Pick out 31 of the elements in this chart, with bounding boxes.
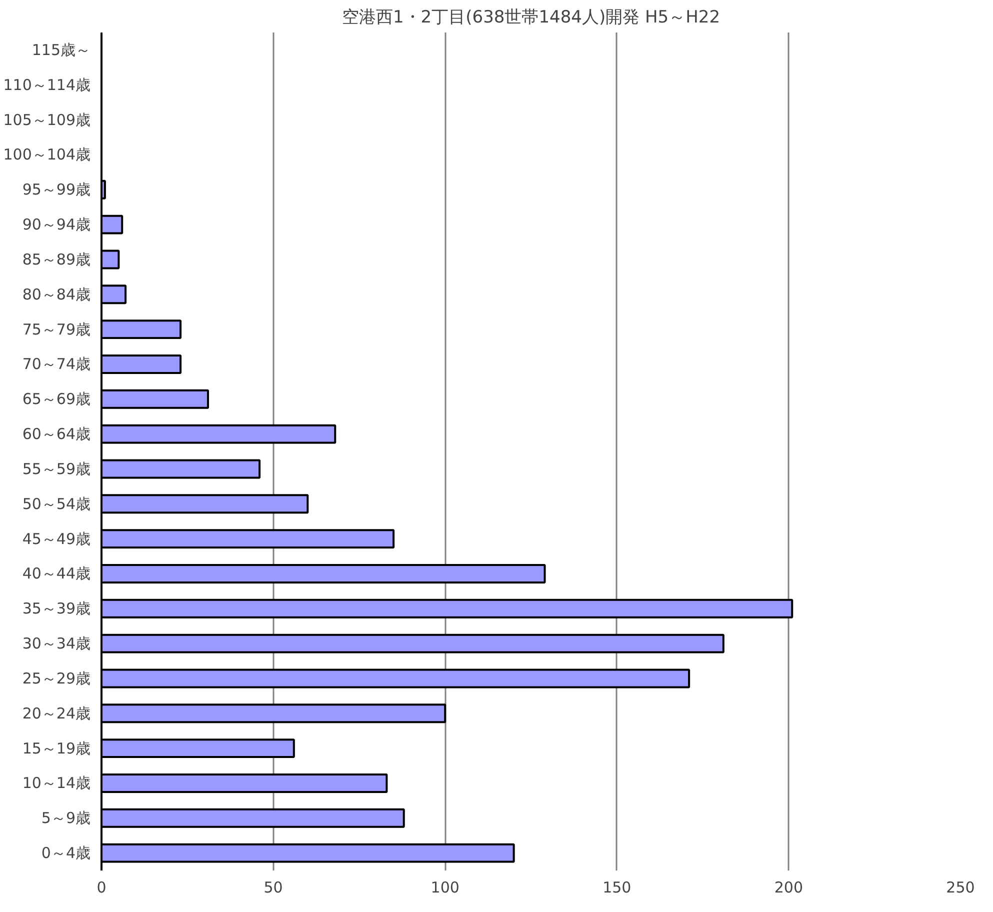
y-tick-label: 20～24歳 [22,704,91,722]
y-tick-label: 30～34歳 [22,634,91,653]
y-tick-label: 5～9歳 [41,809,91,828]
y-tick-label: 55～59歳 [22,460,91,478]
y-tick-label: 40～44歳 [22,564,91,583]
y-tick-label: 75～79歳 [22,320,91,338]
y-tick-label: 15～19歳 [22,739,91,758]
y-tick-label: 25～29歳 [22,669,91,688]
x-tick-label: 100 [430,878,460,896]
y-tick-label: 115歳～ [32,40,91,59]
y-tick-label: 65～69歳 [22,390,91,408]
x-tick-label: 0 [96,878,106,896]
x-tick-label: 50 [264,878,283,896]
y-tick-label: 10～14歳 [22,774,91,792]
y-tick-label: 45～49歳 [22,530,91,548]
y-tick-label: 50～54歳 [22,494,91,513]
y-tick-label: 105～109歳 [3,110,91,129]
y-tick-label: 0～4歳 [41,844,91,862]
x-tick-label: 250 [946,878,975,896]
chart-title: 空港西1・2丁目(638世帯1484人)開発 H5～H22 [342,8,720,28]
y-tick-label: 60～64歳 [22,425,91,444]
x-tick-label: 200 [774,878,804,896]
y-tick-label: 95～99歳 [22,180,91,199]
y-tick-label: 90～94歳 [22,216,91,234]
y-tick-label: 85～89歳 [22,250,91,268]
y-tick-label: 80～84歳 [22,285,91,304]
y-tick-label: 100～104歳 [3,146,91,164]
y-tick-label: 70～74歳 [22,355,91,374]
y-tick-label: 35～39歳 [22,600,91,618]
y-tick-label: 110～114歳 [3,76,91,94]
x-tick-label: 150 [602,878,632,896]
